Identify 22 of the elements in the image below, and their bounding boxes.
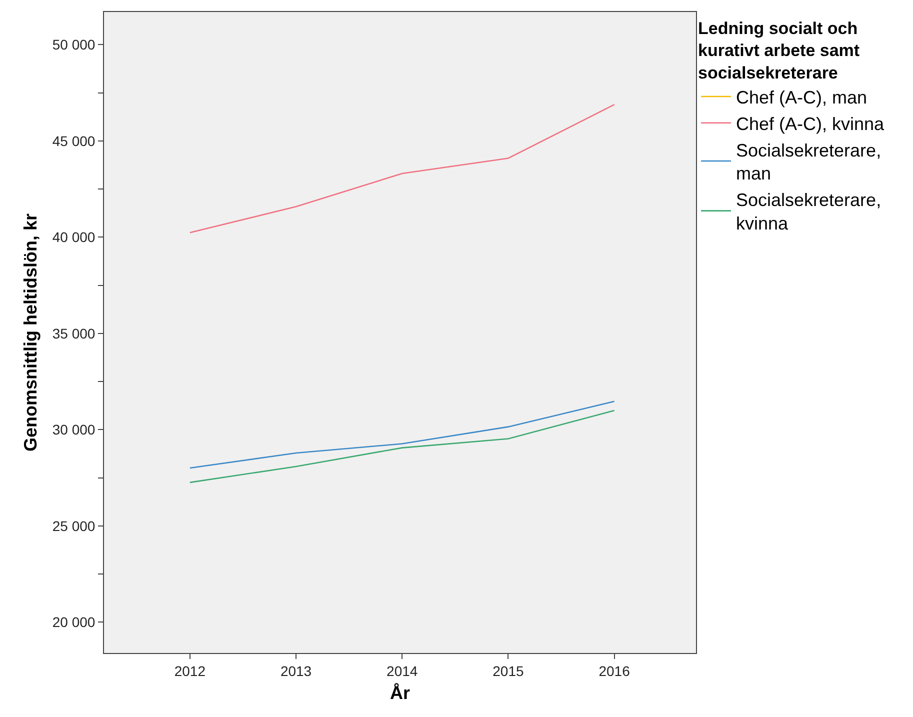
x-tick-label: 2014 — [386, 662, 418, 679]
line-series — [189, 104, 615, 234]
y-axis-title: Genomsnittlig heltidslön, kr — [20, 213, 41, 452]
x-tick-label: 2013 — [280, 662, 312, 679]
line-series — [189, 410, 615, 484]
legend-label: Chef (A-C), man — [736, 88, 868, 108]
y-tick-label: 40 000 — [52, 229, 96, 246]
x-tick-label: 2012 — [174, 662, 206, 679]
legend-label: Socialsekreterare, man — [736, 140, 882, 184]
x-tick-label: 2016 — [598, 662, 630, 679]
x-tick-label: 2015 — [492, 662, 524, 679]
line-series — [189, 400, 615, 469]
y-tick-label: 25 000 — [52, 518, 96, 534]
y-tick-label: 35 000 — [52, 325, 96, 342]
legend-label: Chef (A-C), kvinna — [736, 114, 886, 134]
y-tick-label: 50 000 — [52, 36, 96, 53]
legend-title: Ledning socialt och kurativt arbete samt socialsekreterare — [698, 19, 860, 82]
legend-label: Socialsekreterare, kvinna — [736, 190, 882, 234]
y-tick-label: 30 000 — [52, 422, 96, 438]
x-axis-title: År — [390, 682, 410, 703]
y-tick-label: 45 000 — [52, 132, 96, 149]
y-tick-label: 20 000 — [52, 614, 96, 630]
